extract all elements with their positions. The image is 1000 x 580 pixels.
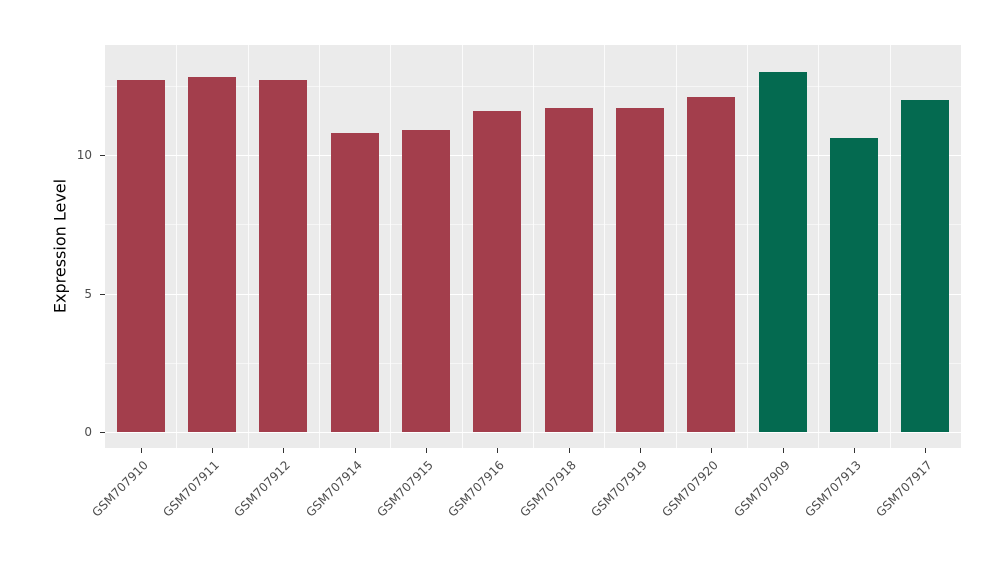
gridline-vertical <box>675 45 677 448</box>
bar <box>188 77 236 432</box>
y-tick-mark <box>100 432 105 433</box>
bar <box>402 130 450 432</box>
gridline-vertical <box>176 45 178 448</box>
y-tick-mark <box>100 155 105 156</box>
y-tick-label: 0 <box>84 425 92 439</box>
x-tick-mark <box>140 448 142 453</box>
x-tick-mark <box>283 448 285 453</box>
y-tick-label: 10 <box>76 148 92 162</box>
x-tick-mark <box>497 448 499 453</box>
bar <box>473 110 522 432</box>
bar <box>330 132 379 432</box>
bar <box>687 96 736 432</box>
y-tick-label: 5 <box>84 286 92 301</box>
gridline-vertical <box>247 45 249 448</box>
y-tick-mark <box>100 293 105 295</box>
gridline-vertical <box>604 45 606 448</box>
x-tick-mark <box>568 448 570 453</box>
bar <box>616 107 664 432</box>
gridline-vertical <box>533 45 534 448</box>
x-tick-mark <box>782 448 784 453</box>
gridline-vertical <box>461 45 463 448</box>
gridline-vertical <box>319 45 320 448</box>
gridline-vertical <box>747 45 748 448</box>
x-tick-mark <box>640 448 641 453</box>
gridline-vertical <box>390 45 392 448</box>
gridline-vertical <box>889 45 891 448</box>
x-tick-mark <box>925 448 927 453</box>
x-tick-mark <box>212 448 213 453</box>
bar <box>830 138 878 432</box>
x-tick-mark <box>354 448 356 453</box>
x-tick-mark <box>854 448 855 453</box>
bar <box>116 80 165 432</box>
bar <box>758 71 807 432</box>
gridline-vertical <box>818 45 820 448</box>
x-tick-mark <box>711 448 713 453</box>
x-tick-mark <box>426 448 427 453</box>
plot-panel <box>105 45 961 448</box>
bar <box>544 107 593 432</box>
bar <box>259 80 308 432</box>
bar <box>901 99 950 432</box>
